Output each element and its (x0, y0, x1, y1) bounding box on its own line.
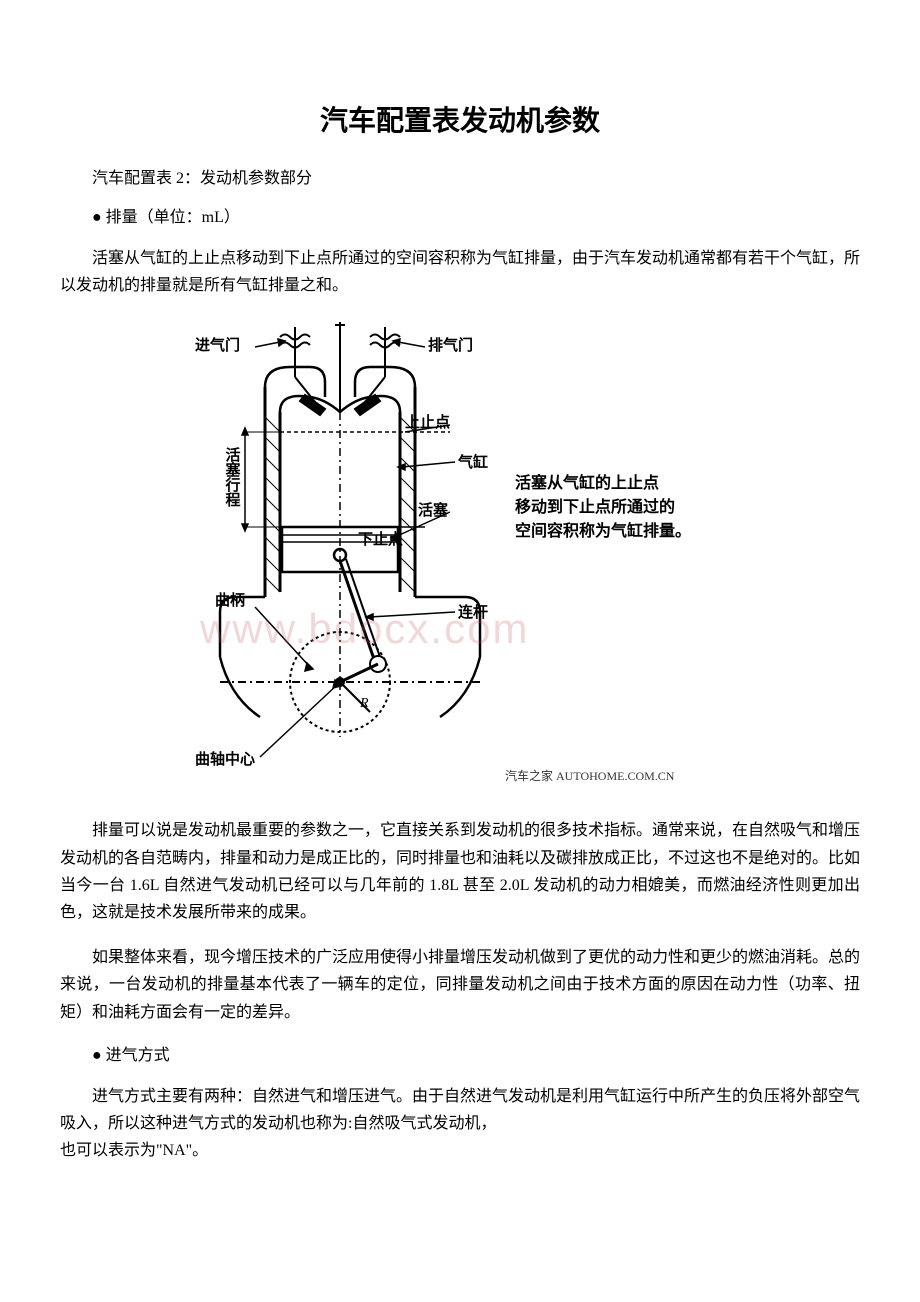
diagram-annotation: 活塞从气缸的上止点 移动到下止点所通过的 空间容积称为气缸排量。 (515, 472, 745, 544)
tdc-label: 上止点 (405, 412, 450, 435)
crankshaft-center-label: 曲轴中心 (195, 749, 255, 772)
radius-label: R (359, 696, 369, 711)
intake-valve-label: 进气门 (195, 335, 240, 358)
cylinder-diagram-svg: R (160, 317, 760, 797)
section1-para1: 活塞从气缸的上止点移动到下止点所通过的空间容积称为气缸排量，由于汽车发动机通常都… (60, 245, 860, 299)
section1-para3: 如果整体来看，现今增压技术的广泛应用使得小排量增压发动机做到了更优的动力性和更少… (60, 944, 860, 1026)
section2-bullet: ● 进气方式 (60, 1044, 860, 1068)
crank-label: 曲柄 (215, 590, 245, 613)
exhaust-valve-label: 排气门 (428, 335, 473, 358)
annotation-line2: 移动到下止点所通过的 (515, 499, 675, 516)
section1-para2: 排量可以说是发动机最重要的参数之一，它直接关系到发动机的很多技术指标。通常来说，… (60, 817, 860, 926)
section2-para1: 进气方式主要有两种：自然进气和增压进气。由于自然进气发动机是利用气缸运行中所产生… (60, 1083, 860, 1137)
annotation-line3: 空间容积称为气缸排量。 (515, 523, 691, 540)
section1-bullet: ● 排量（单位：mL） (60, 206, 860, 230)
piston-stroke-label: 活塞行程 (220, 447, 243, 507)
engine-diagram: R 进气门 排气门 上止点 气缸 活塞 下止点 曲柄 连杆 曲轴中心 活塞行程 … (160, 317, 760, 797)
section2-para2: 也可以表示为"NA"。 (60, 1137, 860, 1164)
page-title: 汽车配置表发动机参数 (60, 100, 860, 142)
diagram-credit: 汽车之家 AUTOHOME.COM.CN (505, 767, 674, 785)
bdc-label: 下止点 (358, 529, 403, 552)
cylinder-label: 气缸 (458, 452, 488, 475)
annotation-line1: 活塞从气缸的上止点 (515, 475, 659, 492)
conrod-label: 连杆 (458, 602, 488, 625)
subtitle-text: 汽车配置表 2：发动机参数部分 (60, 167, 860, 191)
piston-label: 活塞 (418, 500, 448, 523)
